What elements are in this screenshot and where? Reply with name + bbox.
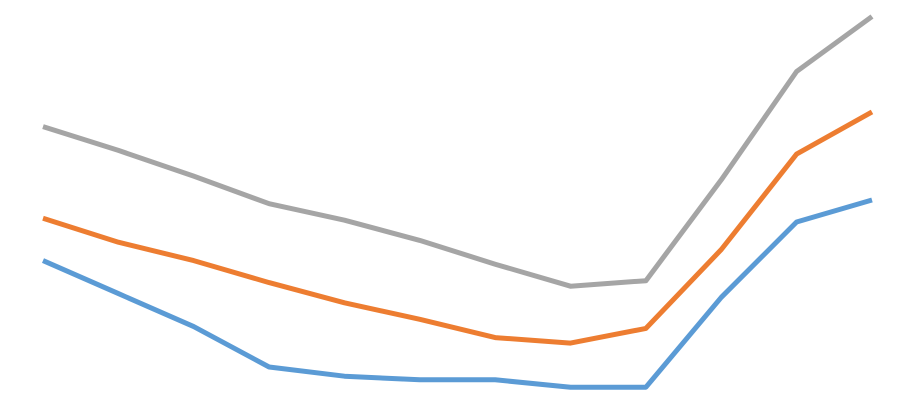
series-line-3 <box>42 14 874 289</box>
series-line-1 <box>41 197 873 390</box>
series-line-2 <box>42 109 874 346</box>
series-layer <box>41 14 874 390</box>
